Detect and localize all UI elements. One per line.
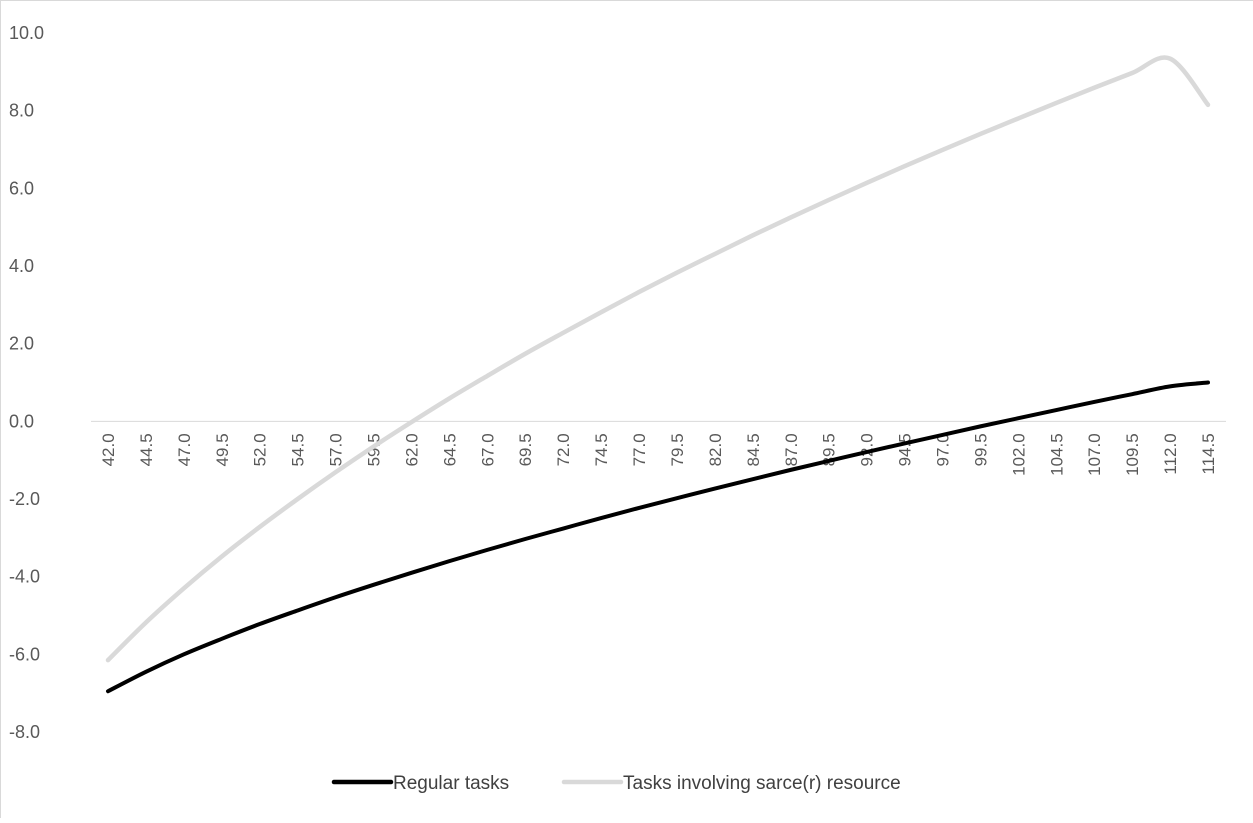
- legend-label: Tasks involving sarce(r) resource: [623, 773, 901, 794]
- x-tick-label: 112.0: [1161, 433, 1180, 474]
- x-tick-label: 42.0: [99, 433, 118, 466]
- y-tick-label: -8.0: [9, 722, 40, 742]
- x-tick-label: 114.5: [1199, 433, 1218, 474]
- y-tick-label: -2.0: [9, 489, 40, 509]
- x-tick-label: 99.5: [971, 433, 990, 466]
- x-tick-label: 49.5: [213, 433, 232, 466]
- x-tick-label: 67.0: [478, 433, 497, 466]
- x-tick-label: 74.5: [592, 433, 611, 466]
- y-tick-label: 10.0: [9, 23, 44, 43]
- x-tick-label: 64.5: [440, 433, 459, 466]
- x-tick-label: 87.0: [782, 433, 801, 466]
- x-tick-label: 54.5: [289, 433, 308, 466]
- x-tick-label: 107.0: [1085, 433, 1104, 476]
- x-tick-label: 104.5: [1047, 433, 1066, 476]
- x-tick-label: 79.5: [668, 433, 687, 466]
- x-tick-label: 82.0: [706, 433, 725, 466]
- x-tick-label: 94.5: [896, 433, 915, 466]
- x-tick-label: 44.5: [137, 433, 156, 466]
- y-tick-label: -6.0: [9, 644, 40, 664]
- x-axis: 42.0 44.5 47.0 49.5 52.0 54.5 57.0 59.5 62.0 64.5…: [91, 420, 1226, 476]
- y-tick-label: 6.0: [9, 178, 34, 198]
- y-tick-label: 0.0: [9, 411, 34, 431]
- y-tick-label: 2.0: [9, 334, 34, 354]
- x-tick-label: 102.0: [1009, 433, 1028, 476]
- x-tick-label: 97.0: [933, 433, 952, 466]
- x-tick-label: 72.0: [554, 433, 573, 466]
- x-tick-label: 62.0: [402, 433, 421, 466]
- legend-label: Regular tasks: [393, 773, 509, 794]
- x-tick-label: 84.5: [744, 433, 763, 466]
- y-tick-label: -4.0: [9, 567, 40, 587]
- x-tick-label: 109.5: [1123, 433, 1142, 476]
- series-line-scarce-resource-tasks: [105, 55, 1211, 663]
- y-tick-label: 8.0: [9, 101, 34, 121]
- y-tick-label: 4.0: [9, 256, 34, 276]
- series-lines: [105, 55, 1211, 694]
- series-line-regular-tasks: [106, 380, 1210, 694]
- y-axis: 10.0 8.0 6.0 4.0 2.0 0.0 -2.0 -4.0 -6.0 -8.0: [9, 23, 44, 742]
- x-tick-label: 69.5: [516, 433, 535, 466]
- x-tick-label: 47.0: [175, 433, 194, 466]
- legend: Regular tasks Tasks involving sarce(r) re…: [331, 773, 901, 794]
- x-tick-label: 77.0: [630, 433, 649, 466]
- x-tick-label: 57.0: [327, 433, 346, 466]
- x-tick-label: 52.0: [251, 433, 270, 466]
